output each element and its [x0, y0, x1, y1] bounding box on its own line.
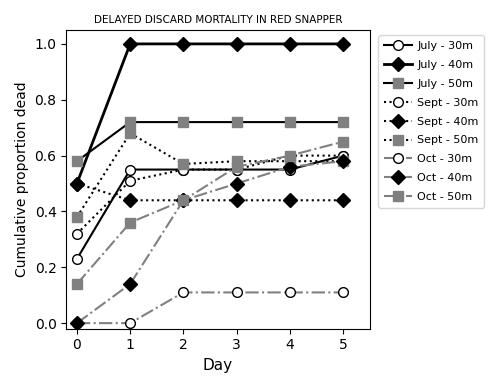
July - 40m [234, 42, 239, 46]
Oct - 50m [234, 165, 239, 169]
Legend: July - 30m, July - 40m, July - 50m, Sept - 30m, Sept - 40m, Sept - 50m, Oct - 30: July - 30m, July - 40m, July - 50m, Sept… [378, 35, 484, 208]
July - 30m [180, 167, 186, 172]
Line: Sept - 40m: Sept - 40m [72, 178, 348, 205]
Sept - 50m [180, 162, 186, 166]
July - 50m [127, 120, 133, 125]
Oct - 30m [74, 321, 80, 326]
July - 50m [287, 120, 293, 125]
Sept - 40m [74, 181, 80, 186]
July - 40m [74, 181, 80, 186]
July - 40m [127, 42, 133, 46]
Line: Oct - 40m: Oct - 40m [72, 156, 348, 328]
Oct - 50m [340, 139, 346, 144]
July - 30m [340, 153, 346, 158]
July - 50m [74, 159, 80, 163]
Sept - 30m [234, 167, 239, 172]
Oct - 50m [180, 198, 186, 203]
Oct - 30m [180, 290, 186, 295]
Oct - 30m [127, 321, 133, 326]
Sept - 30m [180, 167, 186, 172]
Y-axis label: Cumulative proportion dead: Cumulative proportion dead [15, 81, 29, 277]
Oct - 40m [74, 321, 80, 326]
July - 50m [180, 120, 186, 125]
July - 40m [287, 42, 293, 46]
Sept - 30m [340, 153, 346, 158]
Oct - 50m [127, 220, 133, 225]
July - 50m [340, 120, 346, 125]
Oct - 40m [127, 282, 133, 286]
Oct - 40m [287, 165, 293, 169]
Sept - 50m [74, 215, 80, 219]
Sept - 40m [180, 198, 186, 203]
Sept - 30m [74, 232, 80, 236]
Oct - 30m [287, 290, 293, 295]
Sept - 40m [127, 198, 133, 203]
Oct - 40m [340, 159, 346, 163]
Line: Oct - 30m: Oct - 30m [72, 288, 348, 328]
Line: Sept - 30m: Sept - 30m [72, 151, 348, 239]
Sept - 50m [234, 159, 239, 163]
July - 30m [287, 167, 293, 172]
Oct - 30m [340, 290, 346, 295]
Oct - 40m [180, 198, 186, 203]
Sept - 30m [287, 153, 293, 158]
Line: Sept - 50m: Sept - 50m [72, 128, 348, 222]
Sept - 40m [340, 198, 346, 203]
July - 50m [234, 120, 239, 125]
Sept - 50m [340, 159, 346, 163]
July - 30m [234, 167, 239, 172]
Sept - 40m [234, 198, 239, 203]
July - 30m [74, 256, 80, 261]
Oct - 40m [234, 181, 239, 186]
Line: July - 40m: July - 40m [72, 39, 348, 189]
X-axis label: Day: Day [203, 358, 233, 373]
Sept - 40m [287, 198, 293, 203]
July - 40m [340, 42, 346, 46]
Title: DELAYED DISCARD MORTALITY IN RED SNAPPER: DELAYED DISCARD MORTALITY IN RED SNAPPER [94, 15, 342, 25]
Sept - 50m [127, 131, 133, 135]
Sept - 50m [287, 159, 293, 163]
Oct - 30m [234, 290, 239, 295]
July - 40m [180, 42, 186, 46]
Line: July - 30m: July - 30m [72, 151, 348, 264]
Oct - 50m [74, 282, 80, 286]
Oct - 50m [287, 153, 293, 158]
July - 30m [127, 167, 133, 172]
Line: Oct - 50m: Oct - 50m [72, 137, 348, 289]
Sept - 30m [127, 178, 133, 183]
Line: July - 50m: July - 50m [72, 117, 348, 166]
